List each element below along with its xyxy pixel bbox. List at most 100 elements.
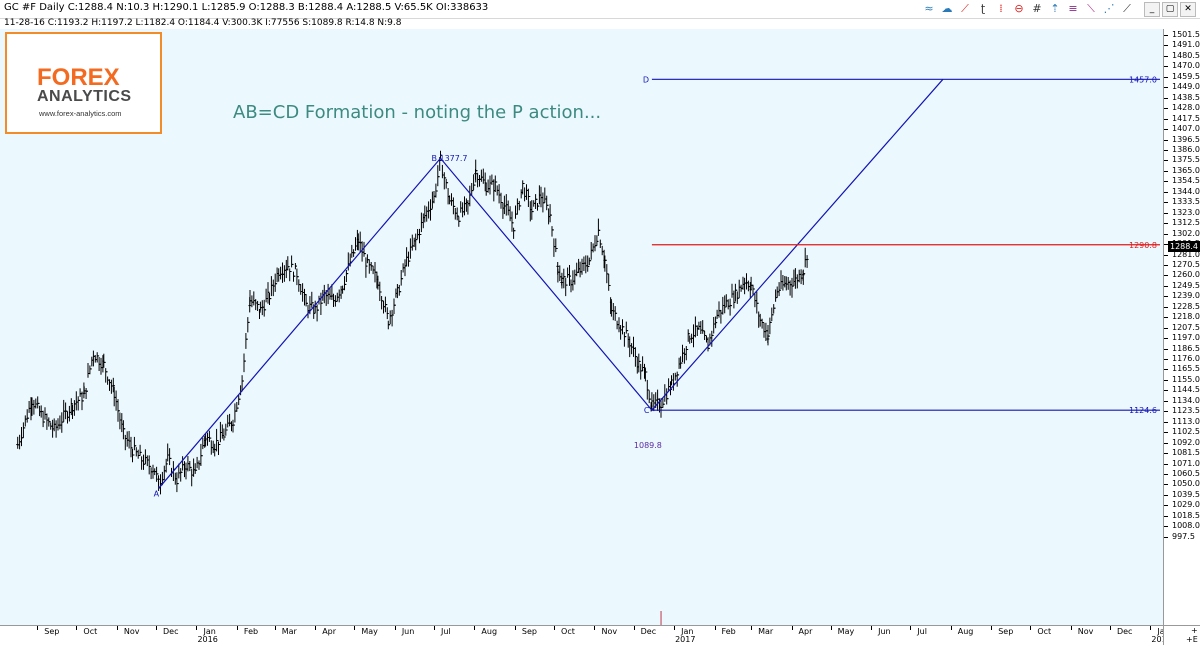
price-tick-mark	[1164, 379, 1168, 381]
time-tick-mark	[714, 626, 716, 630]
price-tick-label: 1218.0	[1172, 312, 1200, 322]
label-d: D	[643, 75, 649, 84]
price-tick-mark	[1164, 264, 1168, 266]
price-tick-mark	[1164, 453, 1168, 455]
chart-plot-area[interactable]: A B 1377.7 C D 1457.0 1290.8 1124.6 1089.8	[0, 29, 1163, 625]
diagonal-icon[interactable]: ⟋	[1123, 2, 1131, 15]
time-tick-mark	[394, 626, 396, 630]
price-tick-label: 1176.0	[1172, 354, 1200, 364]
logo-line-2: ANALYTICS	[37, 88, 132, 105]
time-tick-mark	[751, 626, 753, 630]
trend-icon[interactable]: ⋰	[1103, 2, 1115, 15]
label-c-price: 1124.6	[1129, 406, 1157, 415]
label-d-price: 1457.0	[1129, 75, 1157, 84]
price-tick-label: 1302.0	[1172, 228, 1200, 238]
time-tick-mark	[37, 626, 39, 630]
price-tick-mark	[1164, 35, 1168, 36]
month-label: May	[837, 627, 855, 636]
price-tick-mark	[1164, 191, 1168, 193]
price-tick-label: 1092.0	[1172, 437, 1200, 447]
price-tick-mark	[1164, 442, 1168, 444]
month-label: Feb	[243, 627, 259, 636]
time-tick-mark	[514, 626, 516, 630]
label-resistance-price: 1290.8	[1129, 241, 1157, 250]
month-label: Jan	[681, 627, 694, 636]
price-tick-mark	[1164, 369, 1168, 371]
label-low-note: 1089.8	[634, 441, 662, 450]
stop-icon[interactable]: ⊖	[1014, 2, 1024, 15]
price-tick-label: 1270.5	[1172, 259, 1200, 269]
price-tick-label: 1123.5	[1172, 406, 1200, 416]
time-tick-mark	[674, 626, 676, 630]
lines-icon[interactable]: ≡	[1068, 2, 1078, 15]
month-label: Apr	[322, 627, 337, 636]
cloud-icon[interactable]: ☁	[941, 2, 953, 15]
price-tick-label: 1081.5	[1172, 448, 1200, 458]
month-label: Dec	[163, 627, 179, 636]
time-tick-mark	[274, 626, 276, 630]
price-tick-label: 1417.5	[1172, 113, 1200, 123]
price-tick-mark	[1164, 338, 1168, 340]
price-tick-mark	[1164, 202, 1168, 204]
minimize-button[interactable]: _	[1144, 1, 1160, 17]
corner-top: +	[1191, 626, 1198, 635]
price-tick-mark	[1164, 515, 1168, 517]
month-label: Sep	[44, 627, 60, 636]
price-tick-label: 1501.5	[1172, 30, 1200, 39]
price-tick-mark	[1164, 149, 1168, 151]
price-tick-mark	[1164, 55, 1168, 57]
price-tick-mark	[1164, 463, 1168, 465]
label-c: C	[644, 406, 650, 415]
hash-icon[interactable]: #	[1032, 2, 1042, 15]
time-tick-mark	[830, 626, 832, 630]
price-tick-label: 1239.0	[1172, 291, 1200, 301]
price-tick-mark	[1164, 223, 1168, 225]
price-tick-label: 1029.0	[1172, 500, 1200, 510]
time-tick-mark	[871, 626, 873, 630]
close-button[interactable]: ✕	[1180, 1, 1196, 17]
month-label: Oct	[561, 627, 575, 636]
time-tick-mark	[950, 626, 952, 630]
price-tick-mark	[1164, 432, 1168, 434]
bar-info-readout: 11-28-16 C:1193.2 H:1197.2 L:1182.4 O:11…	[4, 18, 402, 28]
month-label: Jan	[203, 627, 216, 636]
price-tick-label: 1186.5	[1172, 343, 1200, 353]
label-b: B	[431, 154, 437, 163]
month-label: Nov	[123, 627, 140, 636]
price-tick-mark	[1164, 474, 1168, 475]
time-tick-mark	[594, 626, 596, 630]
arrow-up-icon[interactable]: ⇡	[1050, 2, 1060, 15]
forex-analytics-logo: FOREX ANALYTICS www.forex-analytics.com	[5, 32, 162, 134]
month-label: Mar	[758, 627, 774, 636]
month-label: Oct	[83, 627, 98, 636]
price-tick-mark	[1164, 181, 1168, 183]
price-tick-mark	[1164, 359, 1168, 361]
window-controls: _ ▢ ✕	[1144, 1, 1196, 17]
price-tick-mark	[1164, 296, 1168, 298]
slope-icon[interactable]: ⟋	[961, 2, 969, 15]
price-tick-mark	[1164, 254, 1168, 256]
slash-icon[interactable]: ⟍	[1087, 2, 1095, 15]
price-axis[interactable]: 1501.5 1491.0 1480.5 1470.0 1459.5 1449.0 1438…	[1163, 29, 1200, 625]
price-tick-label: 1260.0	[1172, 270, 1200, 280]
price-tick-label: 1365.0	[1172, 165, 1200, 175]
chart-title-bar: GC #F Daily C:1288.4 N:10.3 H:1290.1 L:1…	[0, 0, 1200, 19]
time-tick-mark	[116, 626, 118, 630]
price-tick-label: 1155.0	[1172, 374, 1200, 384]
price-tick-mark	[1164, 170, 1168, 172]
price-tick-mark	[1164, 139, 1168, 141]
drawing-toolbar: ≈ ☁ ⟋ ʈ ⁞ ⊖ # ⇡ ≡ ⟍ ⋰ ⟋ _ ▢ ✕	[922, 1, 1200, 17]
thermometer-icon[interactable]: ⁞	[999, 2, 1003, 15]
price-tick-mark	[1164, 76, 1168, 78]
corner-bottom[interactable]: +E	[1186, 635, 1198, 644]
wave-icon[interactable]: ≈	[924, 2, 934, 15]
text-icon[interactable]: ʈ	[980, 2, 986, 15]
price-tick-mark	[1164, 421, 1168, 423]
price-tick-mark	[1164, 66, 1168, 68]
price-tick-mark	[1164, 233, 1168, 235]
price-tick-label: 1312.5	[1172, 218, 1200, 228]
time-axis[interactable]: Sep Oct Nov Dec Jan Feb Mar Apr May Jun Jul Aug Sep O…	[0, 625, 1172, 645]
month-label: Sep	[521, 627, 537, 636]
price-tick-label: 1428.0	[1172, 103, 1200, 113]
maximize-button[interactable]: ▢	[1162, 1, 1178, 17]
